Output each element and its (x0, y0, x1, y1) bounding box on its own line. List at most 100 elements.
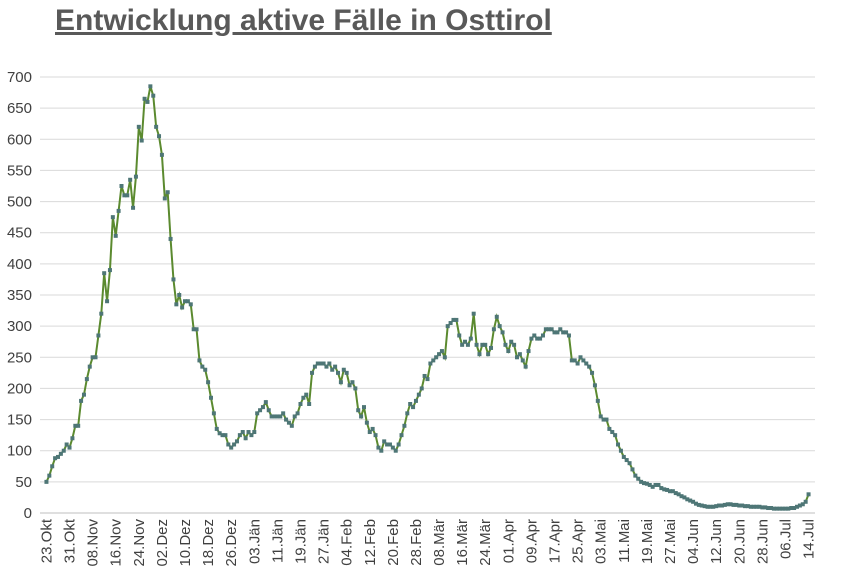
point-marker (157, 134, 162, 139)
point-marker (307, 402, 312, 406)
point-marker (99, 311, 104, 316)
point-marker (183, 299, 188, 304)
point-marker (229, 445, 234, 450)
point-marker (699, 503, 704, 508)
x-tick-label: 17.Apr (547, 519, 564, 563)
point-marker (673, 491, 678, 496)
x-tick-label: 12.Jun (708, 519, 725, 564)
y-tick-label: 250 (7, 349, 32, 366)
point-marker (598, 414, 603, 419)
point-marker (627, 461, 632, 466)
point-marker (774, 506, 779, 511)
point-marker (584, 361, 589, 366)
y-tick-label: 550 (7, 162, 32, 179)
point-marker (549, 327, 554, 332)
point-marker (385, 442, 390, 447)
point-marker (708, 504, 713, 509)
point-marker (281, 411, 286, 416)
point-marker (535, 336, 540, 341)
point-marker (789, 506, 794, 511)
point-marker (760, 505, 765, 510)
point-marker (110, 215, 115, 220)
point-marker (67, 445, 72, 450)
point-marker (748, 504, 753, 509)
x-tick-label: 28.Feb (408, 519, 425, 566)
point-marker (517, 352, 522, 357)
point-marker (642, 481, 647, 486)
point-marker (208, 395, 213, 400)
point-marker (682, 495, 687, 500)
x-tick-label: 03.Jän (246, 519, 263, 564)
point-marker (350, 380, 355, 385)
point-marker (232, 442, 237, 447)
point-marker (595, 398, 600, 403)
point-marker (454, 317, 459, 322)
point-marker (431, 358, 436, 363)
point-marker (393, 448, 398, 453)
point-marker (304, 392, 309, 397)
point-marker (185, 299, 190, 304)
point-marker (463, 339, 468, 344)
point-marker (58, 451, 63, 456)
point-marker (711, 504, 716, 509)
point-marker (61, 448, 66, 453)
point-marker (757, 504, 762, 509)
point-marker (526, 349, 531, 354)
point-marker (263, 400, 268, 405)
point-marker (87, 364, 92, 369)
point-marker (714, 504, 719, 509)
point-marker (295, 411, 300, 416)
point-marker (792, 506, 797, 511)
point-marker (769, 506, 774, 511)
point-marker (226, 442, 231, 447)
point-marker (740, 503, 745, 508)
x-tick-label: 04.Jun (685, 519, 702, 564)
series-line (45, 86, 810, 510)
point-marker (367, 430, 372, 435)
point-marker (630, 467, 635, 472)
point-marker (84, 377, 89, 382)
point-marker (327, 361, 332, 366)
x-tick-label: 28.Jun (754, 519, 771, 564)
y-tick-label: 650 (7, 100, 32, 117)
point-marker (370, 426, 375, 431)
point-marker (390, 445, 395, 450)
point-marker (361, 405, 366, 410)
x-tick-label: 26.Dez (223, 519, 240, 567)
x-tick-label: 14.Jul (801, 519, 818, 559)
point-marker (260, 405, 265, 410)
point-marker (344, 370, 349, 375)
point-marker (90, 355, 95, 360)
point-marker (500, 330, 505, 335)
point-marker (214, 426, 219, 431)
point-marker (523, 364, 528, 369)
point-marker (289, 423, 294, 428)
point-marker (298, 402, 303, 406)
point-marker (154, 124, 159, 129)
point-marker (116, 208, 121, 213)
point-marker (555, 330, 560, 335)
point-marker (566, 333, 571, 338)
point-marker (561, 330, 566, 335)
point-marker (442, 355, 447, 360)
point-marker (249, 433, 254, 438)
point-marker (540, 333, 545, 338)
point-marker (64, 442, 69, 447)
point-marker (717, 503, 722, 508)
point-marker (800, 502, 805, 507)
point-marker (468, 336, 473, 341)
point-marker (284, 417, 289, 422)
point-marker (754, 504, 759, 509)
point-marker (396, 442, 401, 447)
point-marker (494, 314, 499, 319)
point-marker (301, 395, 306, 400)
point-marker (286, 420, 291, 425)
point-marker (734, 502, 739, 507)
point-marker (702, 504, 707, 509)
point-marker (180, 305, 185, 310)
point-marker (422, 373, 427, 378)
point-marker (766, 506, 771, 511)
y-tick-label: 300 (7, 318, 32, 335)
point-marker (321, 361, 326, 366)
